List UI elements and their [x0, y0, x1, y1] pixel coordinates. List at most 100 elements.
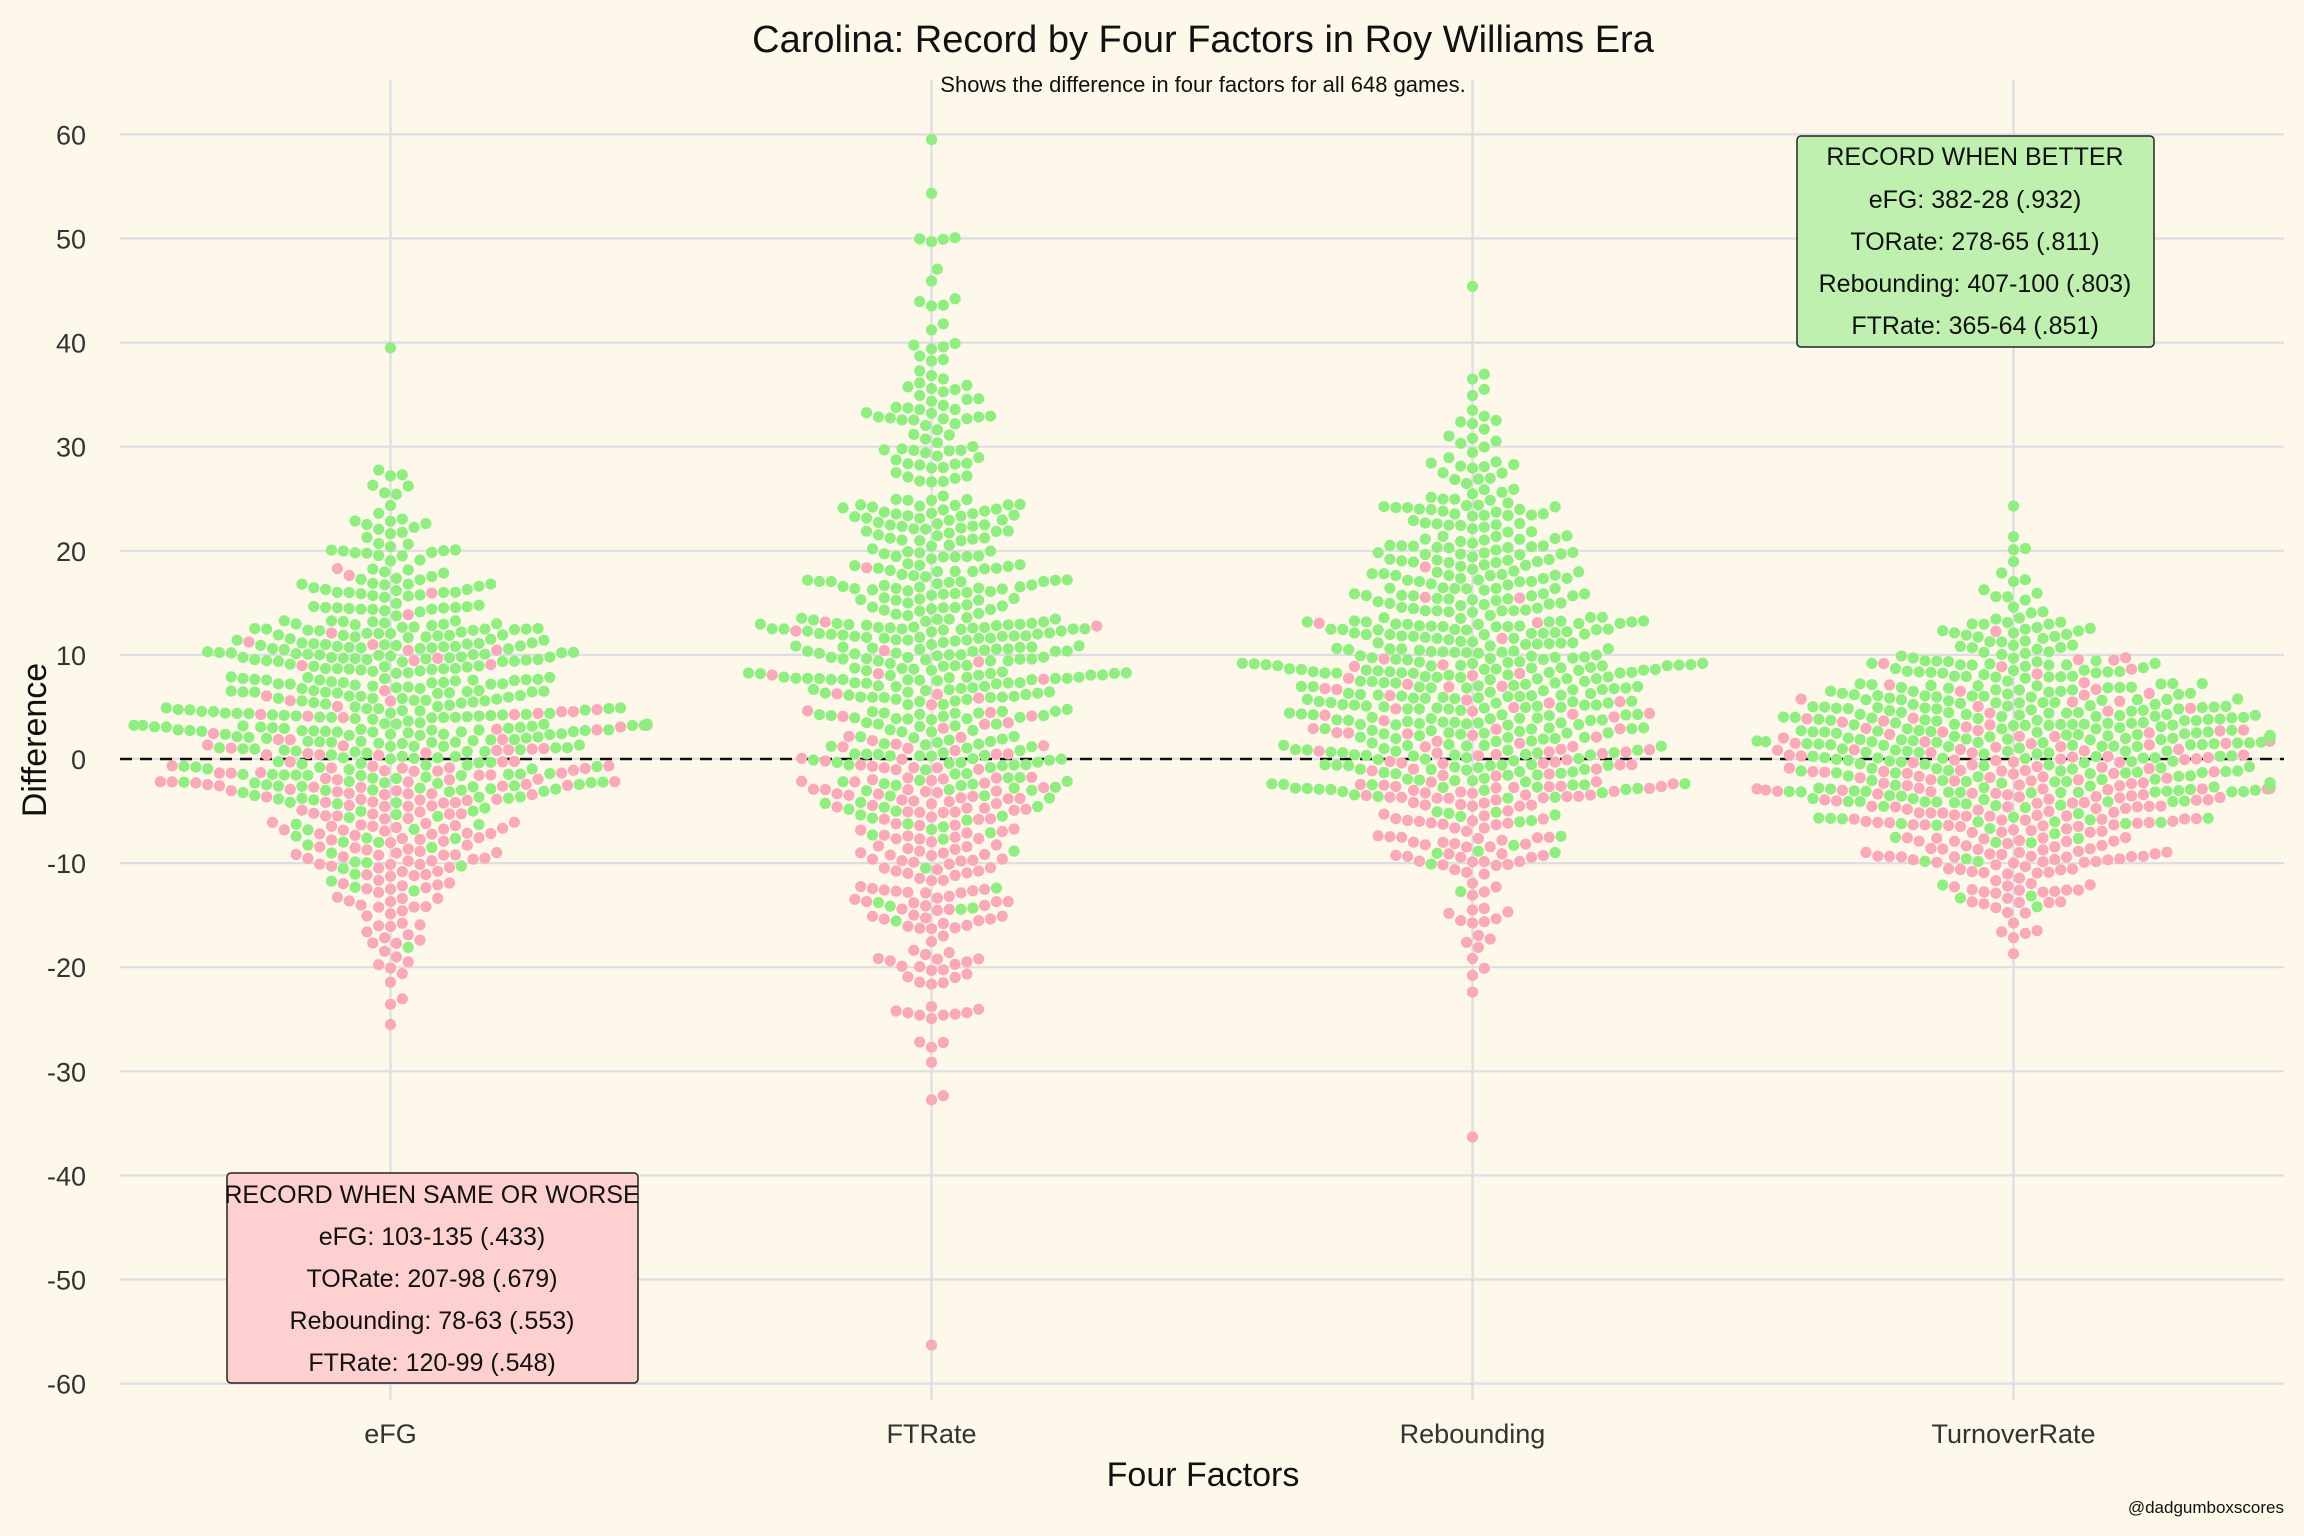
- data-point: [914, 720, 926, 733]
- data-point: [402, 929, 414, 941]
- data-point: [872, 562, 885, 574]
- data-point: [1531, 769, 1543, 781]
- data-point: [902, 494, 914, 506]
- data-point: [1484, 472, 1496, 484]
- data-point: [473, 819, 485, 831]
- data-point: [579, 762, 591, 775]
- data-point: [1026, 784, 1038, 796]
- data-point: [1419, 799, 1431, 811]
- data-point: [2167, 719, 2179, 731]
- data-point: [2031, 587, 2043, 599]
- data-point: [1366, 711, 1378, 724]
- data-point: [1537, 588, 1549, 600]
- data-point: [2031, 809, 2043, 822]
- data-point: [996, 910, 1008, 922]
- data-point: [1596, 611, 1608, 623]
- data-point: [438, 545, 450, 557]
- data-point: [2049, 841, 2061, 853]
- data-point: [878, 813, 890, 825]
- data-point: [1496, 605, 1508, 617]
- data-point: [1008, 730, 1020, 743]
- data-point: [402, 632, 414, 644]
- data-point: [984, 913, 997, 925]
- data-point: [349, 652, 361, 665]
- data-point: [384, 753, 397, 765]
- data-point: [373, 862, 385, 874]
- data-point: [290, 745, 302, 757]
- data-point: [414, 554, 426, 566]
- data-point: [1567, 590, 1579, 602]
- data-point: [1407, 692, 1420, 704]
- data-point: [284, 783, 296, 796]
- data-point: [1854, 772, 1866, 784]
- data-point: [949, 338, 961, 350]
- data-point: [367, 639, 379, 651]
- data-point: [2007, 556, 2020, 568]
- data-point: [1508, 701, 1520, 714]
- data-point: [148, 721, 161, 733]
- data-point: [1972, 724, 1984, 737]
- data-point: [1484, 686, 1496, 698]
- data-point: [890, 608, 902, 620]
- data-point: [1884, 679, 1896, 691]
- data-point: [396, 892, 408, 905]
- data-point: [2061, 707, 2073, 719]
- data-point: [996, 583, 1008, 595]
- data-point: [461, 711, 473, 723]
- data-point: [367, 680, 379, 692]
- data-point: [866, 883, 879, 895]
- data-point: [1032, 756, 1044, 768]
- data-point: [1520, 838, 1532, 850]
- data-point: [2137, 752, 2149, 764]
- data-point: [1390, 849, 1402, 862]
- data-point: [1937, 879, 1949, 891]
- data-point: [2037, 606, 2049, 618]
- data-point: [1807, 766, 1819, 778]
- data-point: [908, 523, 920, 535]
- data-point: [890, 681, 902, 693]
- data-point: [2078, 689, 2090, 701]
- data-point: [1508, 632, 1520, 644]
- data-point: [920, 433, 932, 445]
- data-point: [967, 533, 979, 545]
- data-point: [1502, 769, 1514, 781]
- data-point: [1520, 748, 1532, 760]
- data-point: [1002, 499, 1014, 511]
- data-point: [2031, 901, 2043, 913]
- data-point: [1972, 843, 1984, 856]
- data-point: [485, 828, 497, 840]
- data-point: [1478, 461, 1490, 473]
- data-point: [343, 587, 355, 599]
- data-point: [1002, 717, 1014, 729]
- data-point: [1466, 510, 1479, 522]
- data-point: [961, 693, 973, 706]
- data-point: [178, 760, 190, 772]
- data-point: [278, 709, 290, 721]
- data-point: [1061, 672, 1073, 684]
- data-point: [1502, 541, 1514, 554]
- data-point: [1431, 592, 1443, 605]
- data-point: [1496, 709, 1508, 721]
- data-point: [2037, 856, 2049, 868]
- data-point: [937, 373, 949, 385]
- data-point: [1301, 744, 1313, 756]
- data-point: [355, 664, 367, 676]
- data-point: [937, 977, 949, 989]
- data-point: [1337, 747, 1349, 759]
- data-point: [2114, 792, 2126, 804]
- data-point: [1443, 848, 1455, 860]
- data-point: [414, 642, 426, 655]
- data-point: [402, 644, 414, 656]
- data-point: [920, 764, 932, 776]
- data-point: [2043, 659, 2055, 671]
- data-point: [1038, 616, 1050, 628]
- data-point: [402, 681, 414, 693]
- data-point: [384, 499, 397, 512]
- data-point: [172, 704, 184, 716]
- data-point: [331, 700, 343, 713]
- data-point: [914, 475, 926, 487]
- data-point: [1455, 612, 1467, 625]
- data-point: [1984, 771, 1996, 784]
- data-point: [866, 691, 879, 703]
- data-point: [1966, 747, 1978, 759]
